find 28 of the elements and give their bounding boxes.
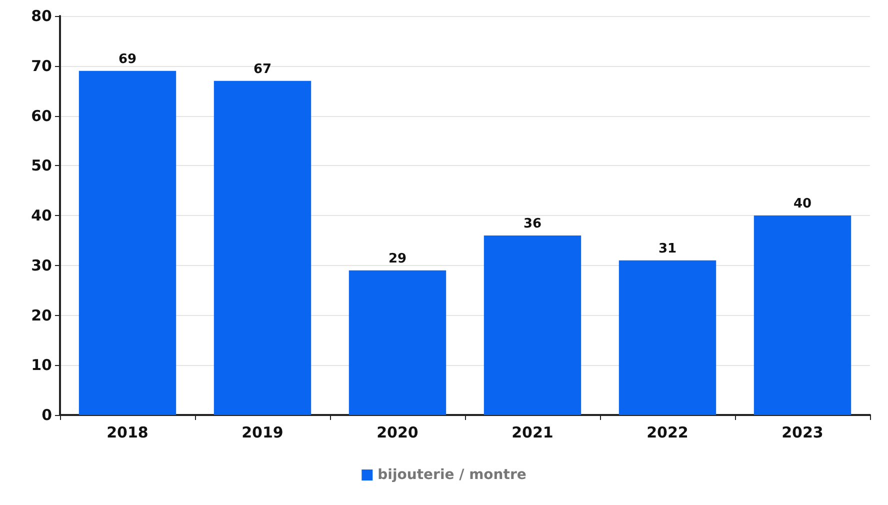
- y-tick-label: 70: [31, 56, 52, 75]
- x-tick-label: 2023: [782, 424, 824, 442]
- y-tick-label: 50: [31, 156, 52, 175]
- y-tick-label: 0: [42, 406, 52, 424]
- y-tick-label: 30: [31, 256, 52, 274]
- x-tick-label: 2019: [242, 424, 284, 442]
- x-tick-label: 2022: [646, 424, 688, 442]
- y-tick-label: 60: [31, 106, 52, 125]
- bar: [754, 216, 852, 415]
- y-tick-label: 10: [31, 356, 52, 374]
- bar: [484, 235, 582, 415]
- data-label: 40: [793, 196, 812, 212]
- data-label: 29: [388, 251, 407, 266]
- legend-label: bijouterie / montre: [378, 467, 526, 483]
- data-label: 31: [658, 241, 677, 256]
- x-tick-label: 2018: [106, 424, 148, 442]
- x-tick-label: 2021: [512, 424, 554, 442]
- bar: [78, 70, 176, 415]
- bar: [618, 260, 716, 415]
- x-tick-label: 2020: [376, 424, 418, 442]
- y-tick-label: 40: [31, 206, 52, 224]
- data-label: 67: [253, 62, 272, 77]
- bar: [214, 80, 312, 415]
- data-label: 36: [523, 216, 542, 232]
- y-tick-label: 80: [31, 7, 52, 25]
- bar: [348, 270, 446, 415]
- data-label: 69: [118, 52, 137, 67]
- y-tick-label: 20: [31, 306, 52, 324]
